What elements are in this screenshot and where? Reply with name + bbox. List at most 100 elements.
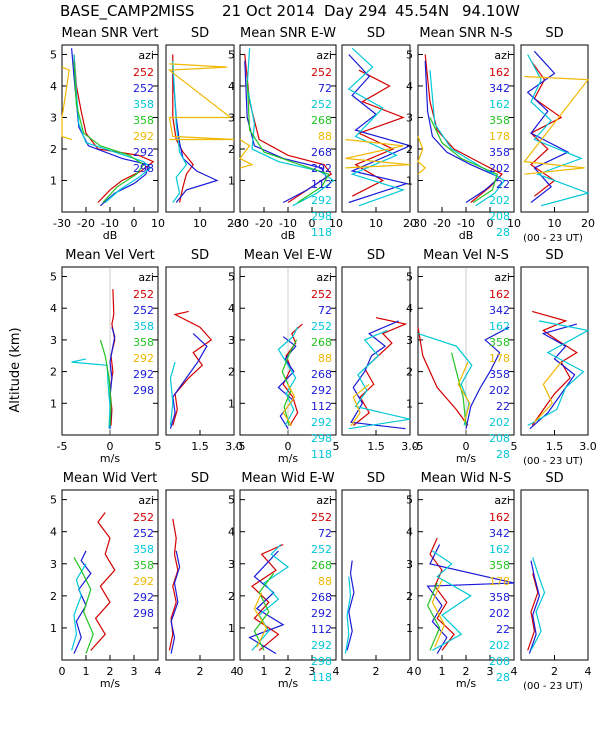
legend-entry: 298: [311, 210, 332, 223]
x-tick-label: 20: [403, 217, 417, 230]
series-line-72: [244, 60, 328, 204]
legend-entry: 162: [489, 543, 510, 556]
panel-wid-ns: Mean Wid N-S 1 2 3 4 5 0 1 2 3 4 m/s azi 162 342 162 358…: [406, 471, 518, 690]
legend-entry: 28: [496, 448, 510, 461]
y-tick-label: 1: [228, 397, 235, 410]
legend-entry: 342: [489, 304, 510, 317]
legend-entry: 162: [489, 288, 510, 301]
x-tick-label: 5: [155, 440, 162, 453]
panel-snr-ew-sd: SD 10 20: [341, 26, 417, 230]
x-axis-label: m/s: [278, 452, 298, 465]
legend-title: azi: [316, 49, 332, 62]
y-tick-label: 3: [228, 111, 235, 124]
legend-entry: 118: [311, 226, 332, 239]
legend-entry: 252: [311, 511, 332, 524]
legend-entry: 292: [133, 591, 154, 604]
y-tick-label: 2: [406, 590, 413, 603]
x-tick-label: 0: [59, 665, 66, 678]
header-lon: 94.10W: [462, 2, 520, 20]
y-tick-label: 3: [406, 111, 413, 124]
legend-entry: 292: [311, 194, 332, 207]
panel-title: SD: [191, 471, 209, 486]
y-tick-label: 4: [228, 526, 235, 539]
legend-entry: 202: [489, 416, 510, 429]
series-line-292: [167, 63, 235, 141]
legend-entry: 358: [133, 320, 154, 333]
y-tick-label: 4: [50, 302, 57, 315]
x-tick-label: 1.5: [191, 440, 209, 453]
x-axis-label: dB: [281, 229, 296, 242]
series-line-358: [169, 361, 176, 426]
x-tick-label: 2: [197, 665, 204, 678]
legend-entry: 22: [496, 623, 510, 636]
panel-title: SD: [545, 471, 563, 486]
panel-vel-ns: Mean Vel N-S 1 2 3 4 5 -5 0 5 m/s azi 162 342 162 358 1…: [406, 248, 518, 465]
x-tick-label: 4: [511, 665, 518, 678]
panel-frame: [520, 44, 589, 213]
series-line-162: [529, 60, 563, 197]
x-tick-label: -5: [413, 440, 424, 453]
series-line-342: [528, 560, 541, 654]
y-tick-label: 1: [50, 174, 57, 187]
legend-entry: 162: [489, 511, 510, 524]
legend-entry: 202: [489, 162, 510, 175]
legend-title: azi: [138, 494, 154, 507]
x-tick-label: 3: [309, 665, 316, 678]
x-tick-label: 10: [369, 217, 383, 230]
x-tick-label: -20: [433, 217, 451, 230]
x-tick-label: 0: [285, 440, 292, 453]
legend-entry: 292: [133, 130, 154, 143]
y-tick-label: 3: [228, 558, 235, 571]
series-line-252: [344, 576, 352, 654]
x-tick-label: 2: [373, 665, 380, 678]
legend-entry: 88: [318, 352, 332, 365]
x-tick-label: 1.5: [367, 440, 385, 453]
x-tick-label: 0: [107, 440, 114, 453]
x-tick-label: 10: [507, 217, 521, 230]
x-tick-label: 20: [227, 217, 241, 230]
series-line-252: [172, 70, 219, 203]
y-tick-label: 3: [406, 558, 413, 571]
legend-entry: 358: [489, 146, 510, 159]
legend-entry: 358: [489, 591, 510, 604]
legend-entry: 252: [133, 527, 154, 540]
series-line-358: [426, 582, 441, 651]
x-tick-label: 3.0: [225, 440, 243, 453]
series-line-252: [73, 54, 155, 203]
header-site: BASE_CAMP2: [60, 2, 159, 21]
series-line-88: [350, 383, 370, 426]
y-tick-label: 4: [228, 80, 235, 93]
legend-entry: 202: [489, 194, 510, 207]
y-tick-label: 5: [406, 494, 413, 507]
panel-title: Mean SNR N-S: [419, 26, 512, 41]
legend-entry: 252: [311, 288, 332, 301]
series-line-358: [71, 358, 111, 429]
panel-title: Mean Wid N-S: [421, 471, 512, 486]
legend-entry: 292: [311, 162, 332, 175]
x-tick-label: 0: [131, 217, 138, 230]
series-line-252: [251, 544, 290, 651]
legend-entry: 118: [311, 671, 332, 684]
panel-snr-ns: Mean SNR N-S 1 2 3 4 5 -30 -20 -10 0 10 dB azi 162 342…: [406, 26, 521, 242]
y-tick-label: 5: [406, 48, 413, 61]
legend-entry: 292: [311, 607, 332, 620]
panel-wid-vert-sd: SD 2 4: [165, 471, 238, 678]
series-line-162: [527, 54, 590, 207]
header-date: 21 Oct 2014: [222, 2, 315, 20]
series-line-162: [531, 310, 578, 426]
x-axis-label: dB: [103, 229, 118, 242]
y-tick-label: 3: [50, 111, 57, 124]
y-tick-label: 1: [50, 622, 57, 635]
series-line-162: [527, 573, 539, 651]
header-lat: 45.54N: [395, 2, 449, 20]
panel-frame: [341, 266, 411, 436]
panel-title: SD: [367, 471, 385, 486]
panel-title: SD: [191, 26, 209, 41]
series-line-162: [530, 557, 546, 651]
legend-entry: 268: [311, 114, 332, 127]
x-tick-label: -20: [77, 217, 95, 230]
legend-entry: 298: [311, 432, 332, 445]
series-line-162: [432, 550, 472, 651]
y-tick-label: 2: [50, 143, 57, 156]
legend-entry: 252: [133, 288, 154, 301]
